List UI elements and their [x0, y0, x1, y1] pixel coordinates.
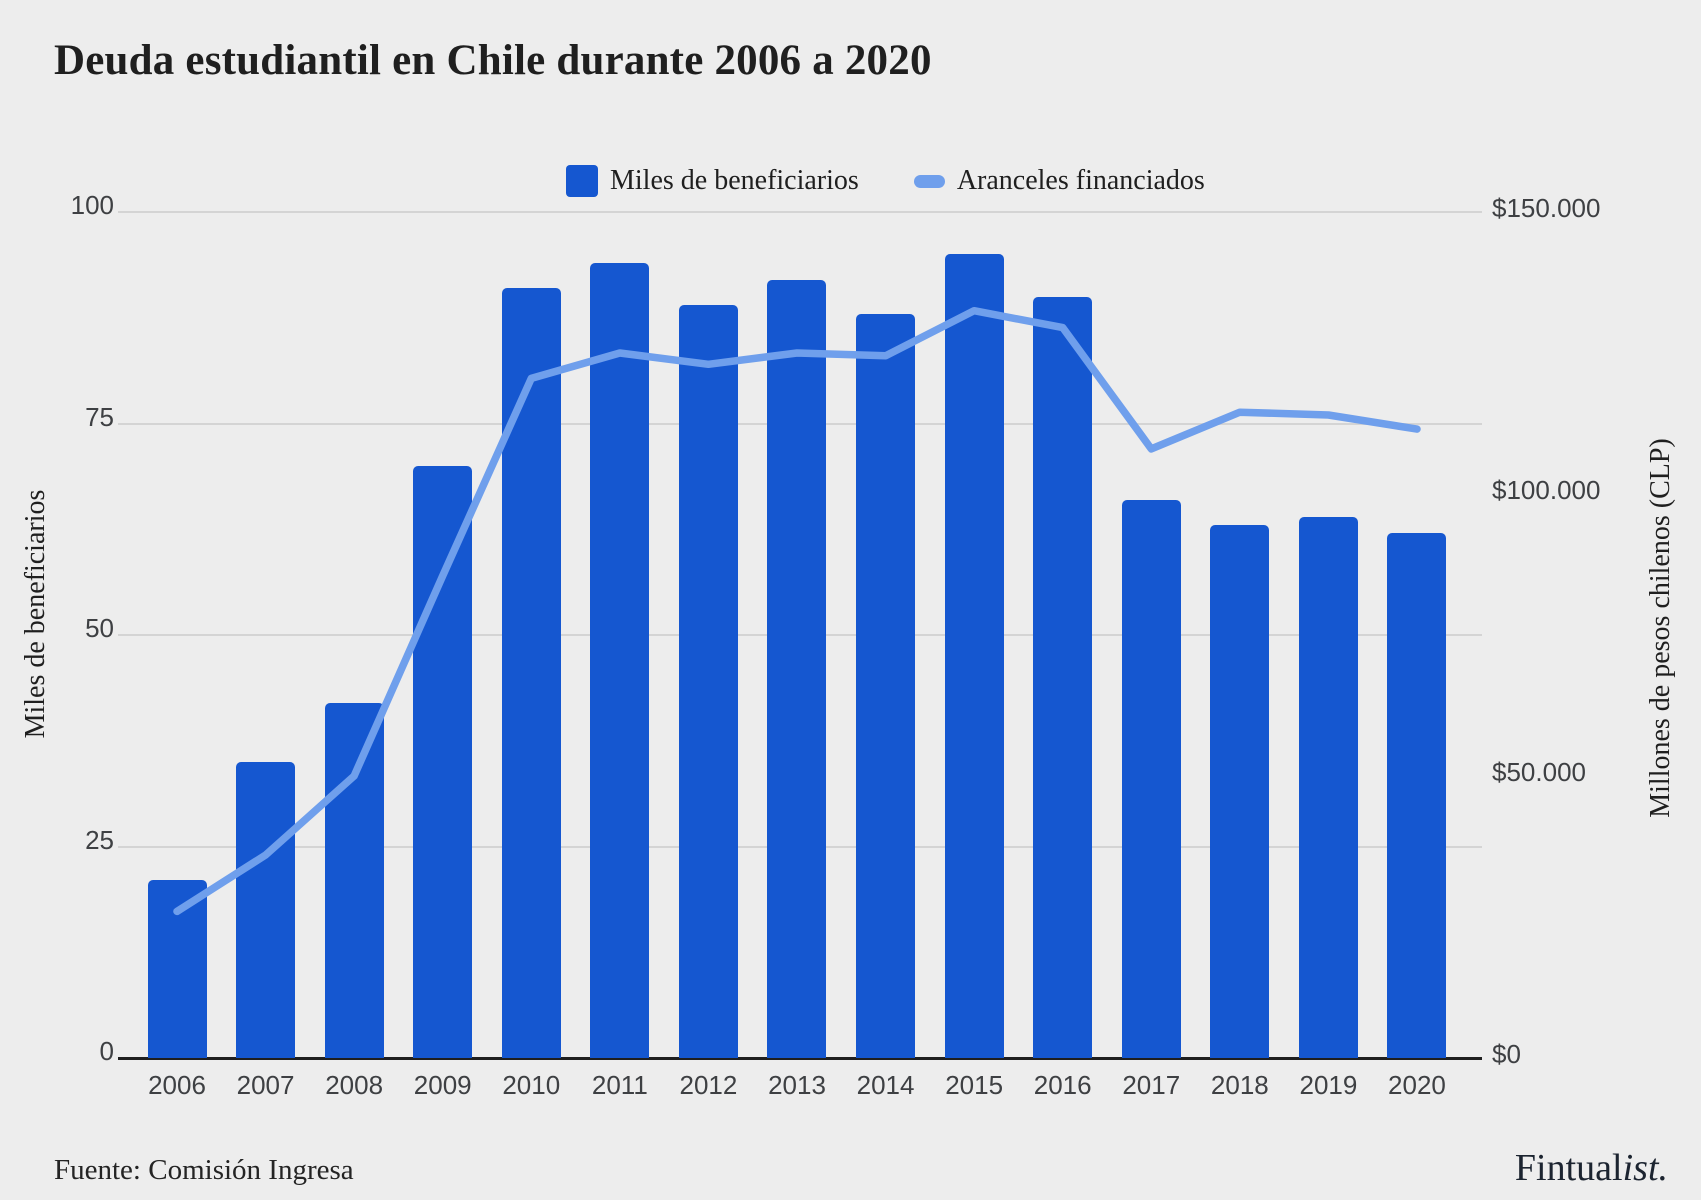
- bar-2013: [767, 279, 827, 1058]
- plot-area: [118, 211, 1482, 1060]
- bar-2007: [236, 761, 296, 1058]
- right-tick-0: $0: [1492, 1039, 1521, 1069]
- bar-2020: [1387, 533, 1447, 1058]
- source-note: Fuente: Comisión Ingresa: [54, 1154, 354, 1186]
- x-tick-2019: 2019: [1299, 1070, 1358, 1100]
- brand-italic: ist.: [1622, 1147, 1668, 1189]
- bar-2008: [324, 702, 384, 1058]
- bar-2017: [1121, 499, 1181, 1058]
- bar-2018: [1210, 525, 1270, 1058]
- x-tick-2014: 2014: [856, 1070, 915, 1100]
- x-tick-2018: 2018: [1210, 1070, 1269, 1100]
- bar-2011: [590, 262, 650, 1058]
- brand-logo: Fintualist.: [1515, 1146, 1668, 1190]
- left-axis-title: Miles de beneficiarios: [20, 489, 51, 739]
- legend-line-label: Aranceles financiados: [956, 165, 1205, 196]
- legend-bar-swatch: [566, 165, 598, 197]
- x-tick-2010: 2010: [502, 1070, 561, 1100]
- bar-2015: [944, 254, 1004, 1058]
- right-tick-100000: $100.000: [1492, 475, 1601, 505]
- legend-bar-label: Miles de beneficiarios: [610, 165, 859, 196]
- bar-2009: [413, 465, 473, 1058]
- gridline: [118, 211, 1482, 213]
- x-tick-2007: 2007: [236, 1070, 295, 1100]
- brand-regular: Fintual: [1514, 1147, 1623, 1189]
- x-tick-2016: 2016: [1033, 1070, 1092, 1100]
- bar-2014: [856, 313, 916, 1058]
- left-tick-50: 50: [85, 613, 114, 643]
- x-tick-2020: 2020: [1388, 1070, 1446, 1100]
- left-tick-0: 0: [99, 1036, 114, 1066]
- bar-2016: [1033, 296, 1093, 1058]
- x-tick-2015: 2015: [945, 1070, 1004, 1100]
- x-tick-2012: 2012: [679, 1070, 738, 1100]
- x-tick-2008: 2008: [325, 1070, 384, 1100]
- legend-line-swatch: [913, 174, 945, 188]
- bar-2012: [678, 305, 738, 1058]
- left-tick-25: 25: [85, 824, 114, 855]
- x-tick-2011: 2011: [591, 1070, 648, 1100]
- x-tick-2013: 2013: [768, 1070, 826, 1100]
- right-tick-150000: $150.000: [1492, 193, 1601, 223]
- x-tick-2009: 2009: [413, 1070, 472, 1100]
- x-tick-2017: 2017: [1122, 1070, 1181, 1100]
- bar-2019: [1298, 516, 1358, 1058]
- left-tick-75: 75: [85, 401, 114, 432]
- x-axis-baseline: [118, 1057, 1482, 1060]
- right-tick-50000: $50.000: [1492, 757, 1586, 787]
- x-tick-2006: 2006: [148, 1070, 206, 1100]
- left-tick-100: 100: [70, 190, 114, 220]
- right-axis-title: Millones de pesos chilenos (CLP): [1645, 438, 1676, 818]
- legend: Miles de beneficiarios Aranceles financi…: [566, 158, 1205, 204]
- line-series: [173, 306, 1421, 916]
- chart-title: Deuda estudiantil en Chile durante 2006 …: [54, 37, 932, 84]
